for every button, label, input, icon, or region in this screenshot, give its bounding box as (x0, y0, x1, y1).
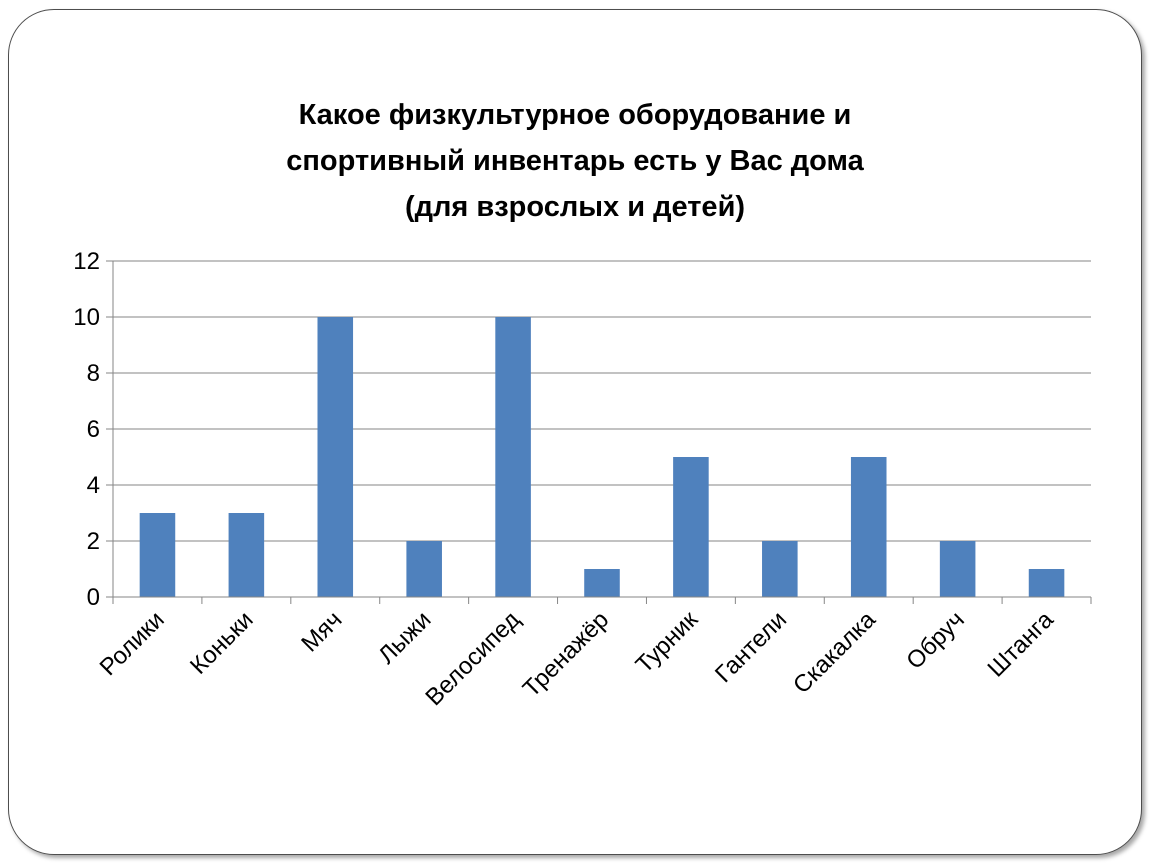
x-tick-label: Велосипед (420, 606, 525, 711)
x-tick-label: Обруч (901, 606, 970, 675)
bar-11 (1028, 569, 1065, 597)
bar-3 (317, 317, 354, 597)
x-tick-label: Ролики (95, 606, 170, 681)
x-tick-label: Скакалка (788, 606, 881, 699)
bar-8 (762, 541, 798, 597)
x-tick-label: Турник (631, 606, 704, 679)
bar-10 (939, 541, 976, 597)
y-tick-label: 0 (87, 584, 100, 611)
y-tick-label: 10 (73, 304, 100, 331)
y-tick-label: 12 (73, 248, 100, 275)
x-tick-label: Тренажёр (518, 606, 614, 702)
bar-5 (495, 317, 531, 597)
x-tick-label: Лыжи (373, 606, 436, 669)
x-tick-label: Коньки (185, 606, 259, 680)
y-tick-label: 8 (87, 360, 100, 387)
bar-9 (850, 457, 887, 597)
bar-2 (228, 513, 265, 597)
y-tick-label: 4 (87, 472, 100, 499)
chart-title-line-3: (для взрослых и детей) (404, 191, 746, 223)
bar-7 (673, 457, 709, 597)
gridlines (113, 260, 1091, 542)
chart-title-line-2: спортивный инвентарь есть у Вас дома (286, 145, 864, 177)
axes (106, 260, 1092, 604)
y-tick-label: 6 (87, 416, 100, 443)
bar-4 (406, 541, 442, 597)
chart-title-line-1: Какое физкультурное оборудование и (298, 99, 852, 131)
chart-title: Какое физкультурное оборудование и спорт… (150, 92, 1000, 230)
x-tick-label: Гантели (710, 606, 792, 688)
bar-1 (139, 513, 176, 597)
bar-6 (584, 569, 620, 597)
bars (139, 317, 1065, 597)
y-axis-tick-labels: 0 2 4 6 8 10 12 (73, 248, 100, 611)
x-tick-label: Мяч (296, 606, 347, 657)
slide-frame (8, 9, 1142, 855)
x-tick-label: Штанга (982, 606, 1059, 683)
y-tick-label: 2 (87, 528, 100, 555)
